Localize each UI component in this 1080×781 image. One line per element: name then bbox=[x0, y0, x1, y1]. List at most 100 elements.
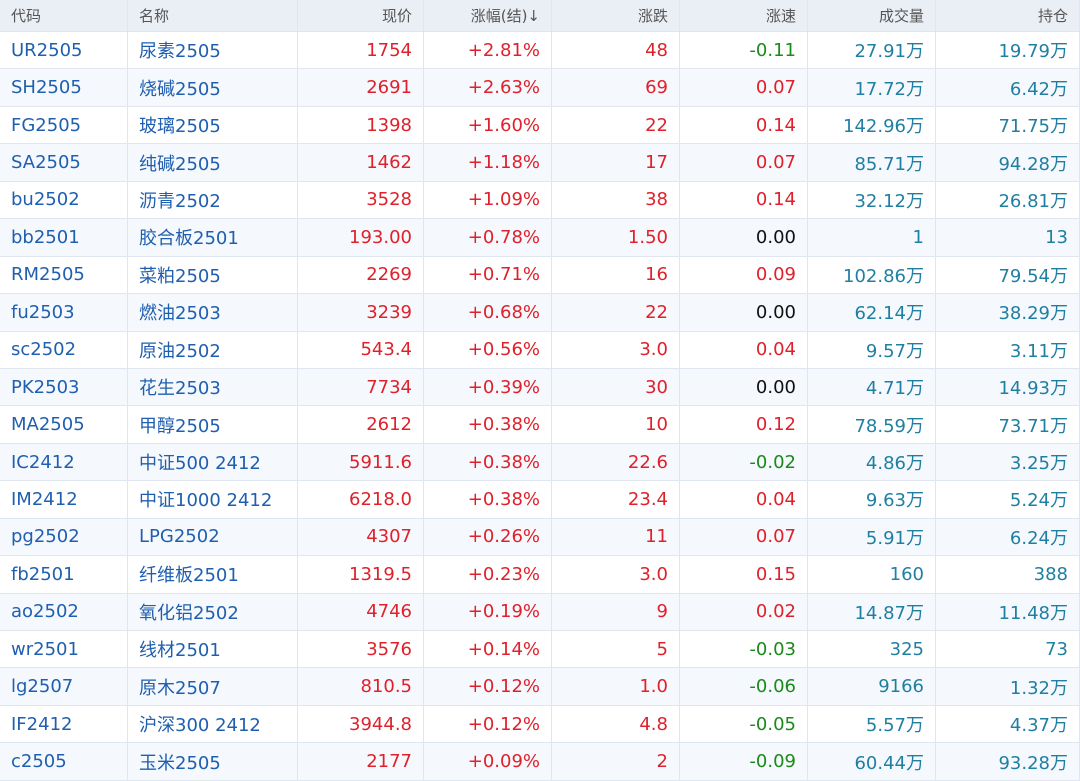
open-interest-cell: 93.28万 bbox=[936, 743, 1080, 781]
price-cell: 1319.5 bbox=[298, 556, 424, 594]
change-cell: 3.0 bbox=[552, 556, 680, 594]
change-pct-cell: +0.39% bbox=[424, 368, 552, 407]
speed-cell: -0.05 bbox=[680, 705, 808, 744]
code-cell: sc2502 bbox=[0, 331, 128, 369]
code-cell: bb2501 bbox=[0, 219, 128, 257]
name-cell: 花生2503 bbox=[128, 368, 298, 407]
speed-cell: -0.11 bbox=[680, 32, 808, 70]
speed-cell: -0.06 bbox=[680, 668, 808, 706]
open-interest-cell: 71.75万 bbox=[936, 106, 1080, 145]
price-cell: 7734 bbox=[298, 368, 424, 407]
change-pct-cell: +0.19% bbox=[424, 593, 552, 631]
volume-cell: 5.91万 bbox=[808, 518, 936, 557]
open-interest-cell: 38.29万 bbox=[936, 294, 1080, 332]
name-cell: 纤维板2501 bbox=[128, 556, 298, 594]
price-cell: 2691 bbox=[298, 69, 424, 107]
header-price: 现价 bbox=[298, 0, 424, 32]
change-cell: 3.0 bbox=[552, 331, 680, 369]
change-pct-cell: +0.71% bbox=[424, 256, 552, 295]
change-cell: 11 bbox=[552, 518, 680, 557]
volume-cell: 14.87万 bbox=[808, 593, 936, 631]
speed-cell: -0.09 bbox=[680, 743, 808, 781]
speed-cell: 0.07 bbox=[680, 69, 808, 107]
code-cell: UR2505 bbox=[0, 32, 128, 70]
name-cell: 原木2507 bbox=[128, 668, 298, 706]
change-pct-cell: +0.12% bbox=[424, 668, 552, 706]
code-cell: ao2502 bbox=[0, 593, 128, 631]
change-pct-cell: +0.26% bbox=[424, 518, 552, 557]
open-interest-cell: 73 bbox=[936, 631, 1080, 669]
open-interest-cell: 14.93万 bbox=[936, 368, 1080, 407]
name-cell: 原油2502 bbox=[128, 331, 298, 369]
volume-cell: 60.44万 bbox=[808, 743, 936, 781]
header-volume: 成交量 bbox=[808, 0, 936, 32]
change-pct-cell: +0.56% bbox=[424, 331, 552, 369]
change-pct-cell: +0.38% bbox=[424, 481, 552, 519]
change-cell: 30 bbox=[552, 368, 680, 407]
price-cell: 3576 bbox=[298, 631, 424, 669]
open-interest-cell: 3.25万 bbox=[936, 443, 1080, 482]
change-cell: 17 bbox=[552, 144, 680, 182]
price-cell: 2177 bbox=[298, 743, 424, 781]
volume-cell: 9.57万 bbox=[808, 331, 936, 369]
code-cell: pg2502 bbox=[0, 518, 128, 557]
code-cell: bu2502 bbox=[0, 181, 128, 220]
price-cell: 5911.6 bbox=[298, 443, 424, 482]
speed-cell: 0.15 bbox=[680, 556, 808, 594]
change-cell: 48 bbox=[552, 32, 680, 70]
code-cell: IF2412 bbox=[0, 705, 128, 744]
code-cell: fu2503 bbox=[0, 294, 128, 332]
price-cell: 193.00 bbox=[298, 219, 424, 257]
speed-cell: 0.04 bbox=[680, 481, 808, 519]
change-pct-cell: +0.38% bbox=[424, 443, 552, 482]
volume-cell: 4.71万 bbox=[808, 368, 936, 407]
price-cell: 1754 bbox=[298, 32, 424, 70]
change-cell: 1.50 bbox=[552, 219, 680, 257]
name-cell: 烧碱2505 bbox=[128, 69, 298, 107]
code-cell: IC2412 bbox=[0, 443, 128, 482]
change-cell: 4.8 bbox=[552, 705, 680, 744]
change-cell: 1.0 bbox=[552, 668, 680, 706]
name-cell: 中证500 2412 bbox=[128, 443, 298, 482]
price-cell: 1462 bbox=[298, 144, 424, 182]
change-cell: 69 bbox=[552, 69, 680, 107]
code-cell: c2505 bbox=[0, 743, 128, 781]
volume-cell: 4.86万 bbox=[808, 443, 936, 482]
code-cell: IM2412 bbox=[0, 481, 128, 519]
volume-cell: 160 bbox=[808, 556, 936, 594]
volume-cell: 9.63万 bbox=[808, 481, 936, 519]
header-speed: 涨速 bbox=[680, 0, 808, 32]
open-interest-cell: 94.28万 bbox=[936, 144, 1080, 182]
open-interest-cell: 79.54万 bbox=[936, 256, 1080, 295]
code-cell: lg2507 bbox=[0, 668, 128, 706]
change-pct-cell: +2.81% bbox=[424, 32, 552, 70]
open-interest-cell: 4.37万 bbox=[936, 705, 1080, 744]
volume-cell: 85.71万 bbox=[808, 144, 936, 182]
name-cell: 尿素2505 bbox=[128, 32, 298, 70]
volume-cell: 325 bbox=[808, 631, 936, 669]
name-cell: LPG2502 bbox=[128, 518, 298, 557]
code-cell: RM2505 bbox=[0, 256, 128, 295]
speed-cell: 0.12 bbox=[680, 406, 808, 444]
change-pct-cell: +0.14% bbox=[424, 631, 552, 669]
code-cell: wr2501 bbox=[0, 631, 128, 669]
change-pct-cell: +1.60% bbox=[424, 106, 552, 145]
volume-cell: 32.12万 bbox=[808, 181, 936, 220]
price-cell: 4307 bbox=[298, 518, 424, 557]
header-name: 名称 bbox=[128, 0, 298, 32]
price-cell: 2612 bbox=[298, 406, 424, 444]
change-cell: 22 bbox=[552, 294, 680, 332]
name-cell: 中证1000 2412 bbox=[128, 481, 298, 519]
price-cell: 6218.0 bbox=[298, 481, 424, 519]
open-interest-cell: 11.48万 bbox=[936, 593, 1080, 631]
speed-cell: -0.02 bbox=[680, 443, 808, 482]
change-pct-cell: +0.12% bbox=[424, 705, 552, 744]
price-cell: 4746 bbox=[298, 593, 424, 631]
speed-cell: 0.09 bbox=[680, 256, 808, 295]
volume-cell: 5.57万 bbox=[808, 705, 936, 744]
volume-cell: 9166 bbox=[808, 668, 936, 706]
name-cell: 纯碱2505 bbox=[128, 144, 298, 182]
price-cell: 1398 bbox=[298, 106, 424, 145]
change-pct-cell: +0.23% bbox=[424, 556, 552, 594]
volume-cell: 142.96万 bbox=[808, 106, 936, 145]
